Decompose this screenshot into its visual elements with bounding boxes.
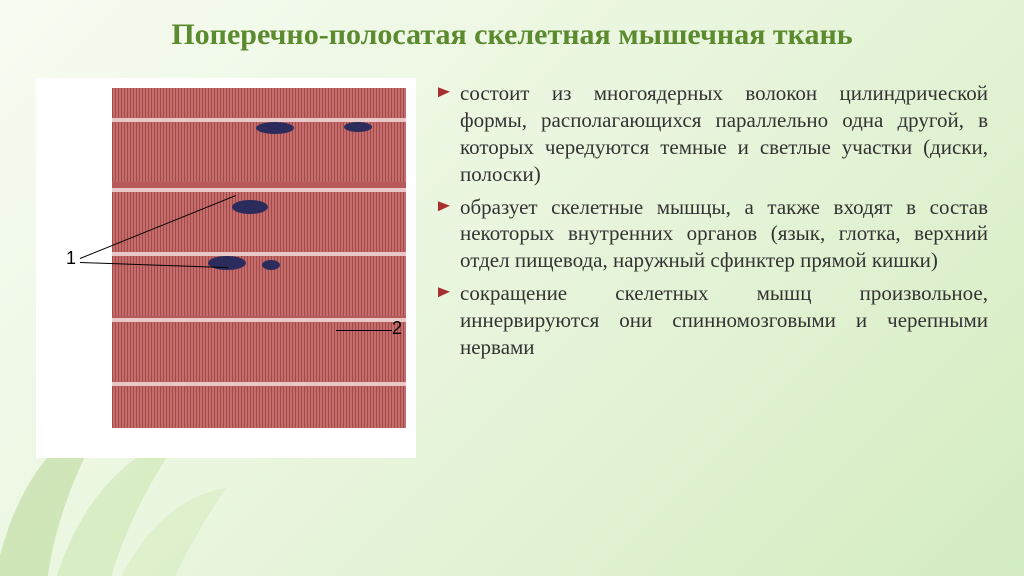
nucleus: [344, 122, 372, 132]
fiber: [112, 322, 406, 382]
bullet-item: состоит из многоядерных волокон цилиндри…: [438, 80, 988, 188]
bullet-item: образует скелетные мышцы, а также входят…: [438, 194, 988, 275]
nucleus: [262, 260, 280, 270]
leader-line: [336, 330, 392, 331]
slide-title: Поперечно-полосатая скелетная мышечная т…: [36, 18, 988, 52]
bullet-list: состоит из многоядерных волокон цилиндри…: [438, 78, 988, 458]
bullet-item: сокращение скелетных мышц произвольное, …: [438, 280, 988, 361]
content-row: 1 2 состоит из многоядерных волокон цили…: [36, 78, 988, 458]
nucleus: [256, 122, 294, 134]
figure-label-2: 2: [392, 318, 402, 339]
nucleus: [232, 200, 268, 214]
figure-container: 1 2: [36, 78, 416, 458]
slide: Поперечно-полосатая скелетная мышечная т…: [0, 0, 1024, 576]
micrograph: [112, 88, 406, 428]
fiber: [112, 386, 406, 428]
fiber: [112, 88, 406, 122]
figure-label-1: 1: [66, 248, 76, 269]
